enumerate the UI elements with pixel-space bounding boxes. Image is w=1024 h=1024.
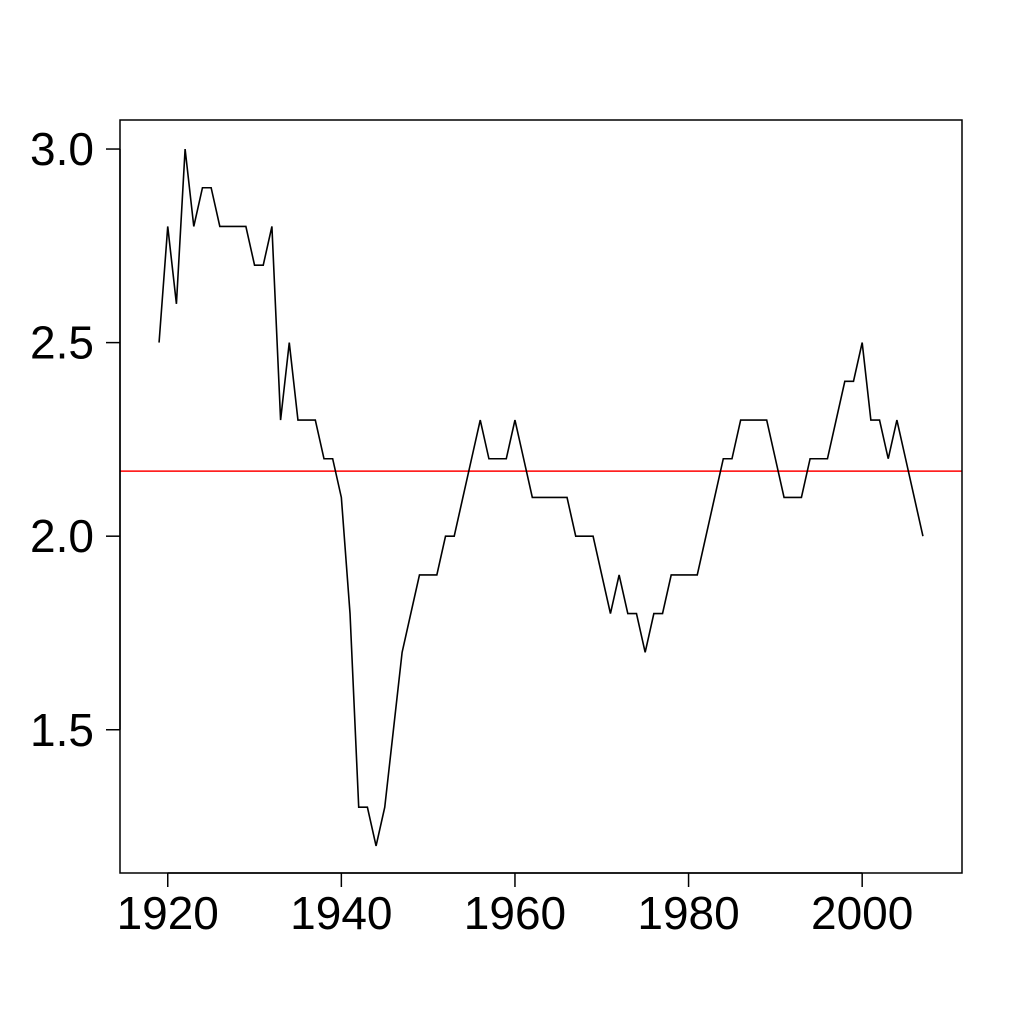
x-tick-label: 1920 [117, 887, 219, 939]
x-axis: 1920 1940 1960 1980 2000 [117, 872, 913, 939]
x-tick-label: 1980 [637, 887, 739, 939]
y-tick-label: 3.0 [30, 123, 94, 175]
x-tick-label: 2000 [811, 887, 913, 939]
plot-frame [119, 119, 963, 874]
y-axis: 1.5 2.0 2.5 3.0 [30, 123, 121, 756]
x-tick-label: 1960 [464, 887, 566, 939]
x-tick-label: 1940 [290, 887, 392, 939]
y-tick-label: 2.0 [30, 510, 94, 562]
y-tick-label: 1.5 [30, 704, 94, 756]
y-tick-label: 2.5 [30, 317, 94, 369]
series-group [158, 148, 924, 847]
series-line [158, 148, 924, 847]
